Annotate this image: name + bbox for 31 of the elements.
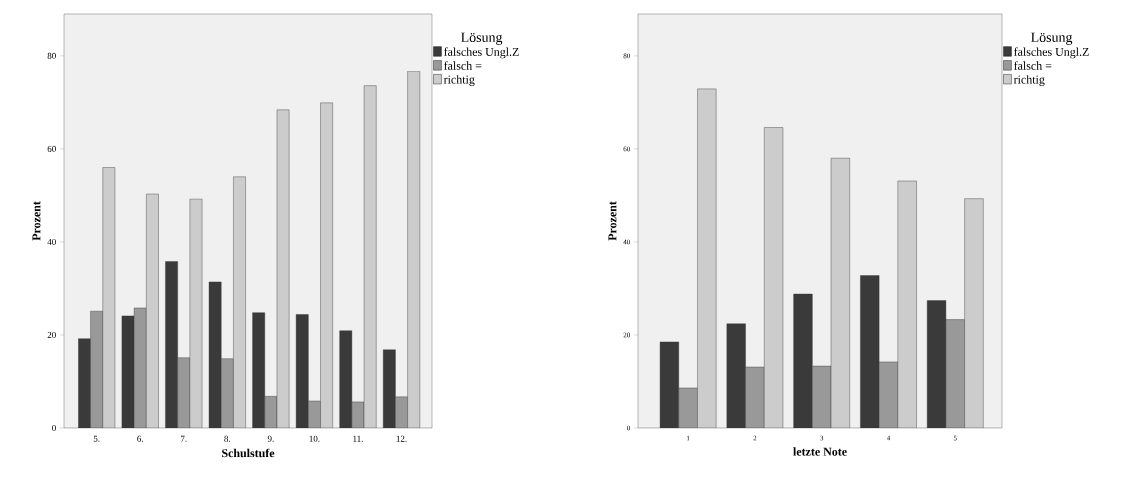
x-tick-label: 7.	[181, 435, 187, 442]
bar	[320, 102, 333, 428]
bar	[102, 167, 116, 428]
bar	[363, 85, 377, 428]
x-tick-label: 10.	[309, 435, 320, 442]
bar	[276, 109, 290, 428]
bar	[233, 176, 246, 428]
y-tick-label: 40	[47, 238, 56, 245]
x-axis-title: letzte Note	[793, 447, 847, 456]
y-tick-label: 0	[52, 424, 56, 432]
legend-label: falsches Ungl.Z	[444, 47, 519, 59]
x-tick-label: 11.	[353, 435, 363, 442]
legend-label: falsch =	[444, 61, 482, 70]
x-tick-label: 6.	[137, 435, 143, 442]
y-axis-title: Prozent	[608, 201, 617, 241]
legend-label: falsches Ungl.Z	[1014, 47, 1089, 59]
y-tick-label: 20	[47, 331, 56, 338]
legend-label: richtig	[443, 75, 475, 87]
y-axis-title: Prozent	[32, 201, 41, 241]
x-axis-title: Schulstufe	[222, 448, 275, 458]
bar	[407, 71, 421, 428]
x-tick-label: 9.	[267, 435, 274, 442]
x-tick-label: 8.	[224, 435, 231, 442]
legend-title: Lösung	[1031, 32, 1073, 45]
legend-label: richtig	[1013, 75, 1045, 87]
legend-label: falsch =	[1014, 61, 1052, 70]
y-tick-label: 80	[47, 52, 56, 59]
legend-title: Lösung	[461, 32, 503, 45]
x-tick-label: 12.	[396, 435, 407, 442]
y-tick-label: 60	[47, 145, 56, 152]
x-tick-label: 5.	[93, 435, 100, 442]
